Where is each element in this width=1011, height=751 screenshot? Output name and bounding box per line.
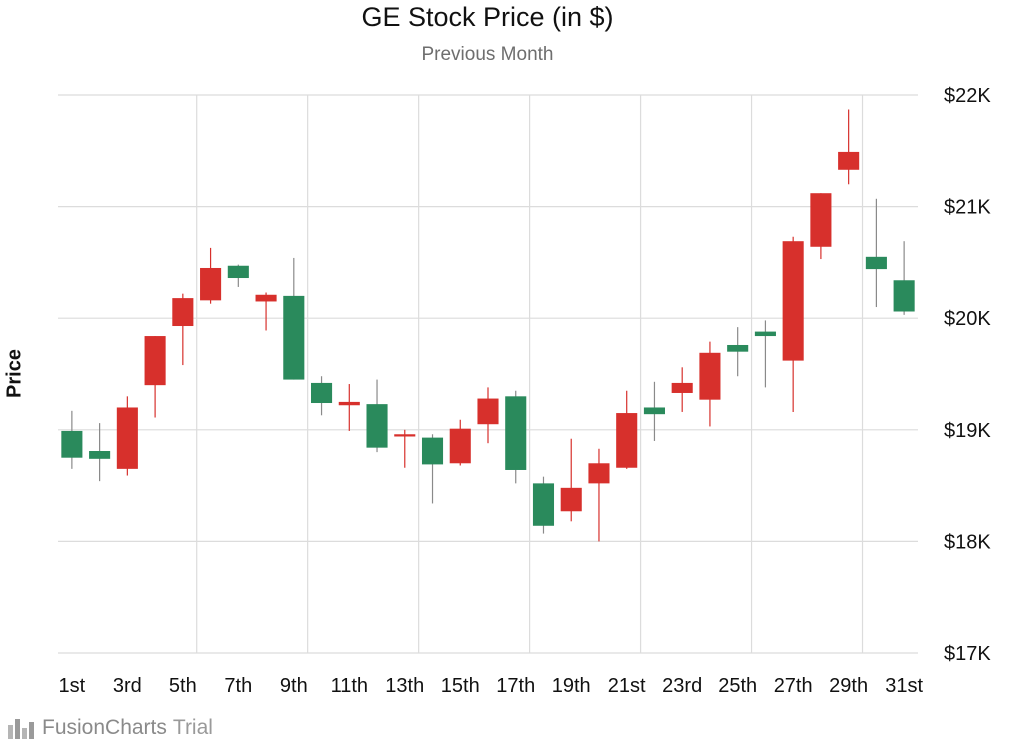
candle — [227, 264, 249, 287]
watermark: FusionCharts Trial — [8, 714, 213, 742]
candle — [116, 396, 138, 476]
watermark-brand: FusionCharts — [42, 716, 167, 739]
candle — [505, 390, 527, 484]
x-tick-label: 21st — [608, 675, 646, 697]
x-axis-ticks: 1st 3rd 5th 7th 9th 11th 13th 15th 17th 19th 21st 2… — [59, 675, 924, 697]
x-tick-label: 15th — [441, 675, 480, 697]
candle — [477, 387, 499, 444]
x-tick-label: 27th — [774, 675, 813, 697]
candle-body — [338, 401, 360, 406]
x-tick-label: 17th — [496, 675, 535, 697]
candle-body — [699, 352, 721, 400]
candle-body — [61, 430, 83, 458]
y-tick-label: $21K — [944, 197, 991, 219]
candle-body — [89, 451, 111, 459]
candle — [671, 367, 693, 412]
candle-body — [172, 298, 194, 327]
x-tick-label: 23rd — [662, 675, 702, 697]
candle — [865, 198, 887, 308]
candle-body — [144, 336, 166, 386]
candle-body — [394, 434, 416, 437]
candle — [311, 376, 333, 416]
candle — [532, 476, 555, 534]
candle — [394, 429, 416, 468]
candle-body — [200, 267, 222, 301]
candle-body — [255, 294, 277, 302]
candle — [588, 448, 610, 542]
candle — [727, 327, 749, 377]
candle-body — [810, 193, 832, 247]
x-tick-label: 13th — [385, 675, 424, 697]
candle — [782, 236, 804, 412]
candle-body — [421, 437, 444, 465]
x-tick-label: 1st — [59, 675, 86, 697]
x-tick-label: 7th — [224, 675, 252, 697]
candle-body — [838, 151, 860, 170]
candles — [61, 109, 915, 542]
candle — [421, 434, 444, 504]
candle-body — [311, 382, 333, 404]
y-tick-label: $22K — [944, 85, 991, 107]
candle — [810, 193, 832, 260]
x-tick-label: 5th — [169, 675, 197, 697]
y-tick-label: $17K — [944, 643, 991, 665]
candle — [560, 438, 582, 522]
candle-body — [116, 407, 138, 469]
candle-body — [227, 265, 249, 279]
grid-lines — [58, 94, 918, 654]
candle — [338, 384, 360, 431]
candle — [89, 423, 111, 482]
chart-subtitle: Previous Month — [421, 44, 554, 65]
candle — [699, 341, 721, 427]
x-tick-label: 25th — [718, 675, 757, 697]
x-tick-label: 9th — [280, 675, 308, 697]
candle-body — [754, 331, 776, 337]
candle-body — [782, 241, 804, 361]
candle-body — [643, 407, 665, 415]
candle — [616, 390, 638, 469]
candle-body — [477, 398, 499, 425]
candle — [643, 381, 665, 441]
candle — [144, 336, 166, 418]
candle — [449, 419, 471, 466]
watermark-suffix: Trial — [172, 716, 213, 739]
y-axis-ticks: $17K $18K $19K $20K $21K $22K — [944, 85, 991, 665]
x-tick-label: 29th — [829, 675, 868, 697]
candle-body — [671, 382, 693, 393]
candle-body — [560, 487, 582, 512]
y-tick-label: $18K — [944, 531, 991, 553]
candle-body — [893, 280, 915, 312]
candle-body — [616, 413, 638, 468]
candle — [754, 320, 776, 388]
candle-body — [865, 256, 887, 270]
candle-body — [505, 396, 527, 470]
x-tick-label: 31st — [885, 675, 923, 697]
candle — [838, 109, 860, 185]
x-tick-label: 19th — [552, 675, 591, 697]
y-tick-label: $20K — [944, 308, 991, 330]
candle-body — [532, 483, 555, 526]
candle — [172, 293, 194, 366]
x-tick-label: 3rd — [113, 675, 142, 697]
candle — [893, 241, 915, 315]
candle — [283, 257, 305, 380]
chart-title: GE Stock Price (in $) — [361, 2, 614, 32]
candle-body — [588, 463, 610, 484]
candle — [61, 410, 83, 469]
y-tick-label: $19K — [944, 420, 991, 442]
candle-body — [449, 428, 471, 464]
candle-body — [366, 404, 388, 448]
candle-body — [727, 344, 749, 352]
candle — [366, 379, 388, 453]
candle-body — [283, 295, 305, 380]
candle — [200, 247, 222, 304]
fusioncharts-logo-icon — [8, 719, 34, 739]
candle — [255, 292, 277, 331]
x-tick-label: 11th — [331, 675, 368, 697]
